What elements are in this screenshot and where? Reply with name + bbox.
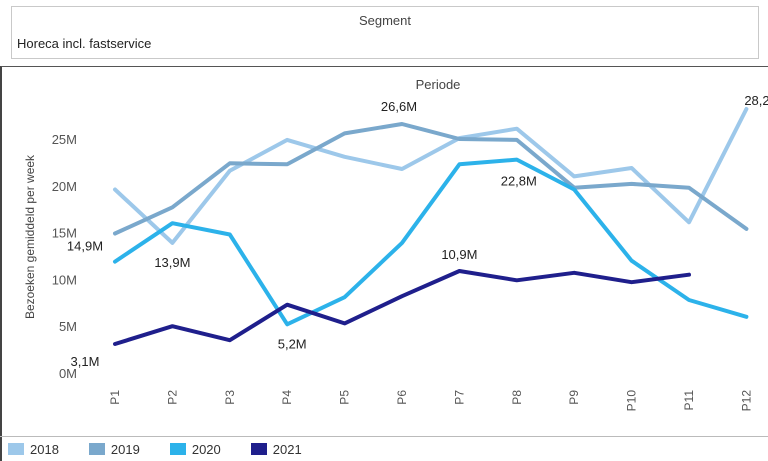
- segment-value[interactable]: Horeca incl. fastservice: [17, 36, 152, 51]
- x-tick-label: P4: [280, 390, 294, 405]
- x-tick-label: P6: [395, 390, 409, 405]
- legend-swatch: [250, 443, 267, 455]
- x-tick-label: P3: [223, 390, 237, 405]
- data-label: 3,1M: [71, 354, 100, 369]
- x-tick-label: P10: [625, 390, 639, 412]
- legend-label: 2021: [272, 441, 302, 457]
- chart-frame: [0, 66, 768, 461]
- y-tick-label: 25M: [52, 132, 77, 147]
- y-axis-label: Bezoeken gemiddeld per week: [23, 154, 37, 319]
- data-label: 5,2M: [278, 336, 307, 351]
- legend-label: 2018: [30, 441, 59, 457]
- data-label: 22,8M: [501, 174, 537, 189]
- legend-swatch: [169, 443, 186, 455]
- x-tick-label: P7: [452, 390, 466, 405]
- legend-divider: [0, 436, 768, 437]
- y-tick-label: 20M: [52, 179, 77, 194]
- segment-slicer[interactable]: Segment Horeca incl. fastservice: [11, 6, 759, 59]
- series-line-2019[interactable]: [113, 122, 749, 236]
- x-tick-label: P1: [108, 390, 122, 405]
- series-line-2021[interactable]: [113, 269, 691, 346]
- data-label: 26,6M: [381, 99, 417, 114]
- y-tick-label: 0M: [59, 366, 77, 381]
- x-tick-label: P9: [567, 390, 581, 405]
- legend-swatch: [88, 443, 105, 455]
- y-tick-label: 15M: [52, 226, 77, 241]
- legend-label: 2019: [110, 441, 140, 457]
- x-tick-label: P2: [165, 390, 179, 405]
- chart-title: Periode: [416, 77, 461, 92]
- series-line-2020[interactable]: [113, 157, 749, 327]
- legend-swatch: [8, 443, 24, 455]
- y-tick-label: 5M: [59, 319, 77, 334]
- series-line-2018[interactable]: [113, 107, 749, 245]
- x-tick-label: P12: [739, 390, 753, 412]
- chart-legend: 2018 2019 2020 2021: [8, 437, 332, 461]
- x-tick-label: P11: [682, 390, 696, 411]
- x-tick-label: P8: [510, 390, 524, 405]
- legend-item-2021[interactable]: 2021: [250, 441, 302, 457]
- data-label: 13,9M: [154, 255, 190, 270]
- legend-item-2018[interactable]: 2018: [8, 442, 59, 457]
- data-label: 28,2M: [744, 93, 768, 108]
- legend-item-2019[interactable]: 2019: [88, 441, 140, 457]
- data-label: 14,9M: [67, 239, 103, 254]
- legend-label: 2020: [191, 441, 221, 457]
- legend-item-2020[interactable]: 2020: [169, 441, 221, 457]
- x-tick-label: P5: [338, 390, 352, 405]
- segment-title: Segment: [358, 13, 412, 28]
- y-tick-label: 10M: [52, 272, 77, 287]
- data-label: 10,9M: [441, 247, 477, 262]
